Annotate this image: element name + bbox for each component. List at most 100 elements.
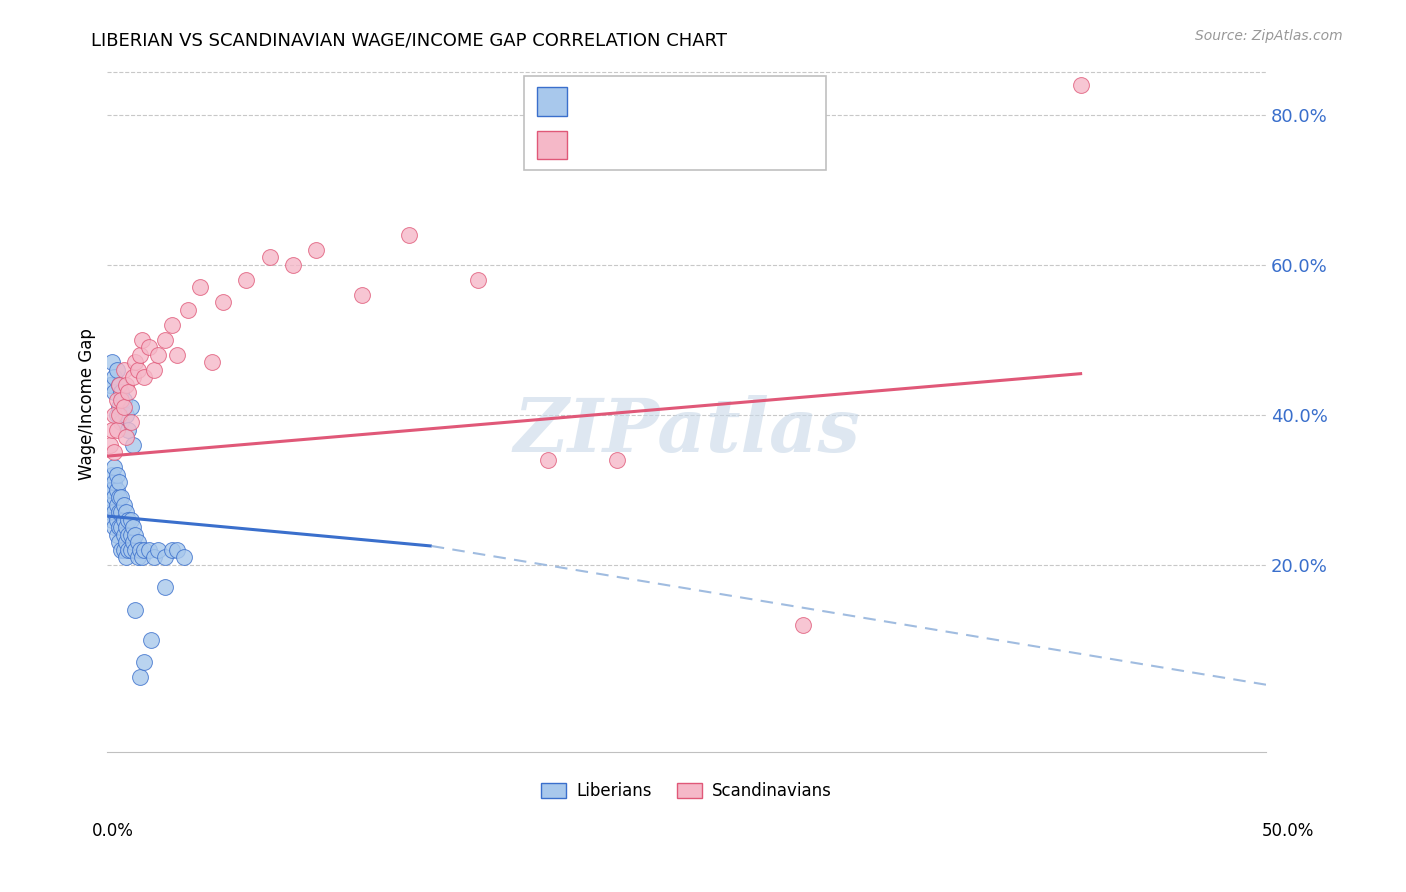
Point: [101, 513, 124, 527]
Point: [117, 385, 139, 400]
Point: [142, 363, 165, 377]
Point: [141, 632, 163, 647]
Point: [117, 513, 139, 527]
Point: [115, 550, 138, 565]
Point: [155, 333, 177, 347]
Y-axis label: Wage/Income Gap: Wage/Income Gap: [79, 327, 96, 480]
Point: [110, 392, 132, 407]
Point: [131, 333, 153, 347]
Point: [112, 513, 135, 527]
Point: [105, 408, 128, 422]
Point: [101, 423, 124, 437]
Point: [134, 370, 156, 384]
Point: [166, 542, 188, 557]
Point: [108, 491, 131, 505]
Point: [127, 535, 149, 549]
Point: [103, 520, 125, 534]
Point: [105, 467, 128, 482]
Point: [115, 430, 138, 444]
Point: [112, 542, 135, 557]
Point: [166, 348, 188, 362]
Point: [101, 498, 124, 512]
Point: [103, 385, 125, 400]
Point: [115, 378, 138, 392]
Point: [112, 528, 135, 542]
Point: [101, 467, 124, 482]
Text: LIBERIAN VS SCANDINAVIAN WAGE/INCOME GAP CORRELATION CHART: LIBERIAN VS SCANDINAVIAN WAGE/INCOME GAP…: [91, 31, 727, 49]
Point: [105, 363, 128, 377]
Point: [281, 258, 304, 272]
Point: [108, 378, 131, 392]
Point: [537, 453, 560, 467]
Point: [127, 363, 149, 377]
Point: [110, 542, 132, 557]
Point: [212, 295, 235, 310]
Point: [162, 542, 184, 557]
Text: 50.0%: 50.0%: [1263, 822, 1315, 840]
Point: [98, 378, 121, 392]
Point: [120, 416, 142, 430]
Point: [148, 348, 170, 362]
Point: [117, 528, 139, 542]
Point: [108, 378, 131, 392]
Point: [138, 542, 160, 557]
Point: [103, 475, 125, 490]
Point: [103, 491, 125, 505]
Point: [108, 475, 131, 490]
Point: [142, 550, 165, 565]
Point: [606, 453, 628, 467]
Point: [105, 528, 128, 542]
Point: [124, 603, 146, 617]
Point: [105, 513, 128, 527]
Point: [115, 520, 138, 534]
Point: [108, 520, 131, 534]
Point: [134, 655, 156, 669]
Point: [101, 483, 124, 497]
Point: [134, 542, 156, 557]
Point: [115, 408, 138, 422]
Point: [124, 355, 146, 369]
Point: [110, 416, 132, 430]
Legend: Liberians, Scandinavians: Liberians, Scandinavians: [534, 775, 838, 806]
Point: [124, 528, 146, 542]
Point: [112, 401, 135, 415]
Point: [110, 520, 132, 534]
Point: [124, 542, 146, 557]
Point: [792, 617, 814, 632]
Text: 0.0%: 0.0%: [91, 822, 134, 840]
Point: [128, 348, 150, 362]
Point: [103, 408, 125, 422]
Point: [103, 460, 125, 475]
Point: [110, 491, 132, 505]
Point: [1070, 78, 1092, 92]
Point: [108, 401, 131, 415]
Text: ZIPatlas: ZIPatlas: [513, 395, 860, 467]
Point: [173, 550, 195, 565]
Point: [155, 580, 177, 594]
Point: [177, 302, 200, 317]
Point: [112, 363, 135, 377]
Point: [122, 370, 145, 384]
Point: [117, 423, 139, 437]
Point: [122, 520, 145, 534]
Point: [122, 438, 145, 452]
Point: [98, 505, 121, 519]
Point: [128, 542, 150, 557]
Point: [305, 243, 328, 257]
Point: [259, 251, 281, 265]
Point: [127, 550, 149, 565]
Point: [112, 392, 135, 407]
Point: [110, 505, 132, 519]
Point: [115, 505, 138, 519]
Point: [110, 385, 132, 400]
Point: [120, 542, 142, 557]
Point: [108, 408, 131, 422]
Point: [138, 341, 160, 355]
Point: [131, 550, 153, 565]
Point: [105, 483, 128, 497]
Point: [98, 438, 121, 452]
Point: [105, 498, 128, 512]
Point: [352, 288, 374, 302]
Point: [98, 483, 121, 497]
Point: [112, 498, 135, 512]
